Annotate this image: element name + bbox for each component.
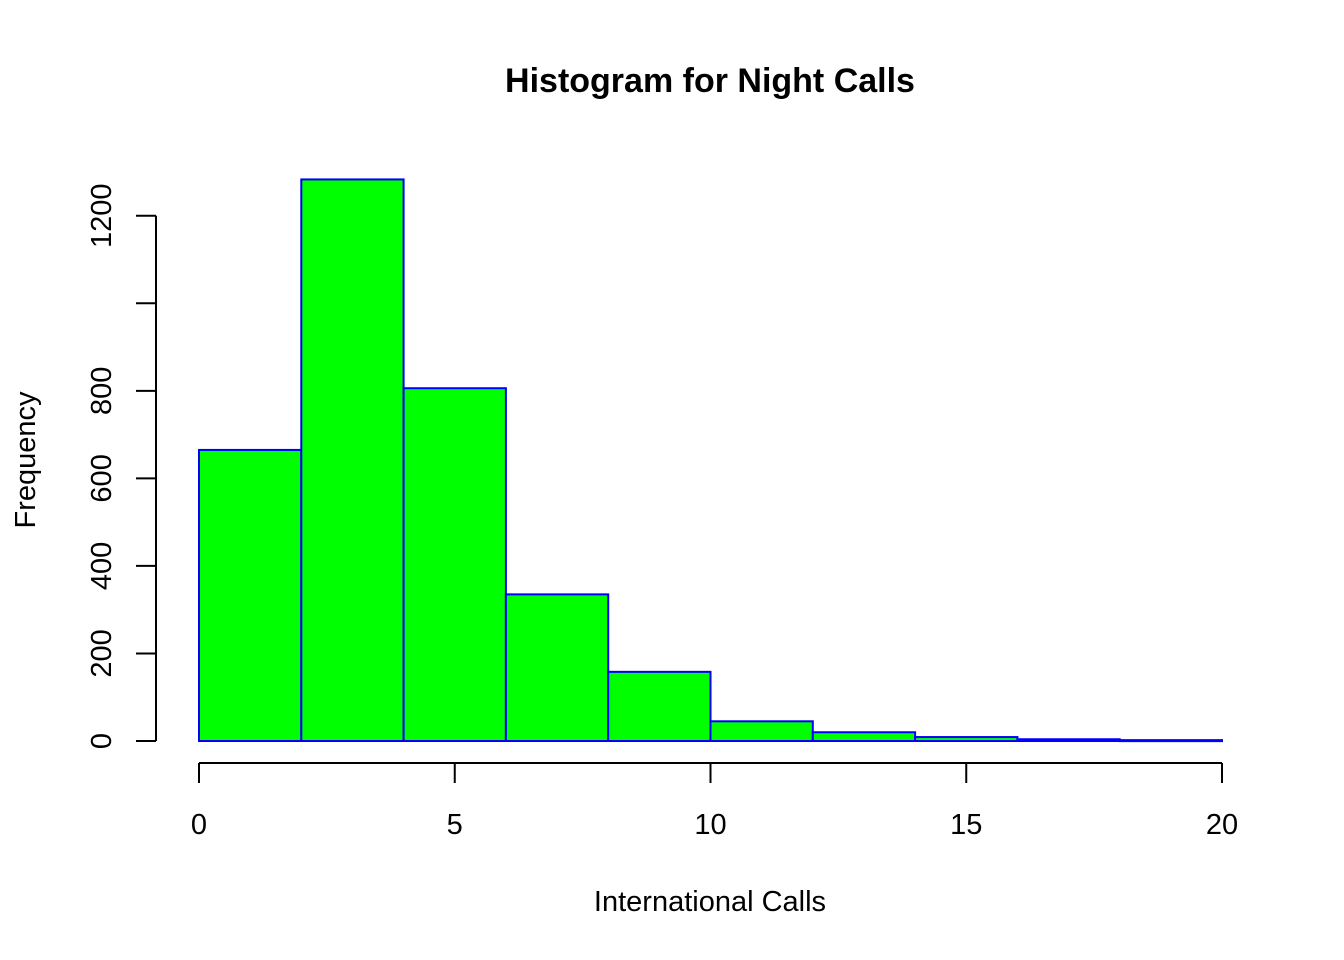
histogram-bar-1 bbox=[300, 178, 405, 742]
histogram-bar-0 bbox=[198, 448, 303, 742]
y-axis-ticks: 0 200 400 600 800 1200 bbox=[86, 184, 156, 749]
histogram-bar-3 bbox=[504, 593, 610, 742]
y-tick-label-6: 1200 bbox=[86, 184, 118, 249]
x-tick-label-3: 15 bbox=[950, 809, 982, 841]
x-axis-label: International Calls bbox=[594, 886, 826, 918]
histogram-bar-4 bbox=[607, 670, 712, 742]
x-axis-ticks: 0 5 10 15 20 bbox=[191, 763, 1238, 841]
y-tick-label-2: 400 bbox=[86, 542, 118, 590]
histogram-bar-8 bbox=[1016, 738, 1121, 743]
x-tick-label-4: 20 bbox=[1206, 809, 1238, 841]
histogram-bar-7 bbox=[914, 736, 1019, 743]
y-tick-label-0: 0 bbox=[86, 733, 118, 749]
y-axis-label: Frequency bbox=[10, 391, 42, 529]
histogram-bar-2 bbox=[402, 387, 507, 742]
y-tick-label-1: 200 bbox=[86, 629, 118, 677]
histogram-bar-9 bbox=[1118, 739, 1223, 743]
y-tick-label-3: 600 bbox=[86, 454, 118, 502]
histogram-bar-6 bbox=[811, 731, 917, 742]
x-tick-label-2: 10 bbox=[694, 809, 726, 841]
x-tick-label-0: 0 bbox=[191, 809, 207, 841]
chart-title: Histogram for Night Calls bbox=[505, 62, 915, 100]
x-tick-label-1: 5 bbox=[447, 809, 463, 841]
bars-group bbox=[198, 178, 1223, 743]
y-tick-label-4: 800 bbox=[86, 367, 118, 415]
histogram-bar-5 bbox=[709, 720, 814, 743]
